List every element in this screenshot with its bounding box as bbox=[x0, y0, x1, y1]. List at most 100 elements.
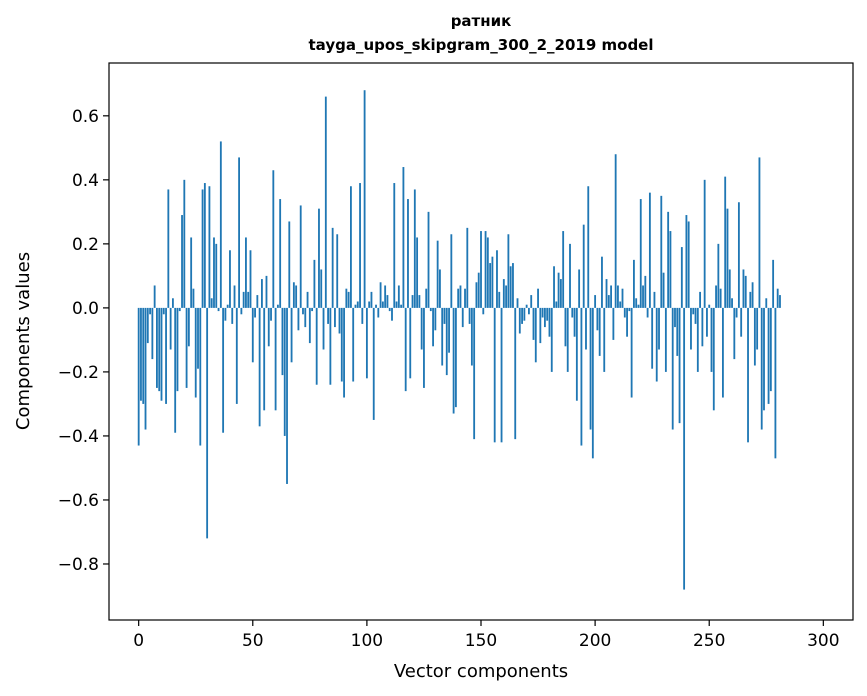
bar bbox=[633, 259, 635, 308]
bar bbox=[543, 307, 546, 328]
bar bbox=[386, 295, 389, 308]
bar bbox=[320, 269, 323, 308]
bar bbox=[662, 272, 665, 308]
bar bbox=[359, 183, 361, 308]
bar bbox=[655, 307, 658, 382]
bar bbox=[429, 307, 432, 312]
bar bbox=[379, 282, 382, 308]
bar bbox=[548, 307, 551, 337]
bar bbox=[505, 285, 508, 308]
bar bbox=[607, 295, 610, 308]
bar bbox=[231, 307, 234, 324]
bar bbox=[532, 307, 535, 340]
bar bbox=[719, 288, 722, 308]
bar bbox=[156, 307, 158, 388]
bar bbox=[222, 307, 225, 433]
bar bbox=[439, 269, 441, 308]
bar bbox=[288, 221, 291, 308]
bar bbox=[489, 263, 492, 308]
bar bbox=[388, 307, 391, 312]
bar bbox=[393, 183, 396, 308]
bar bbox=[240, 307, 243, 315]
bar bbox=[610, 285, 612, 308]
bar bbox=[217, 307, 220, 312]
bar bbox=[480, 231, 482, 308]
bar bbox=[190, 237, 193, 308]
bar bbox=[726, 208, 729, 308]
bar bbox=[550, 307, 553, 372]
bar bbox=[564, 307, 567, 347]
bar bbox=[340, 307, 343, 382]
bar bbox=[566, 307, 569, 372]
x-tick-label: 300 bbox=[807, 631, 839, 651]
bar bbox=[201, 189, 204, 308]
bar bbox=[562, 231, 565, 308]
bar bbox=[591, 307, 594, 459]
bar bbox=[423, 307, 425, 388]
bar bbox=[206, 307, 209, 539]
bar bbox=[614, 154, 617, 308]
bar bbox=[496, 250, 498, 308]
x-tick-label: 100 bbox=[351, 631, 383, 651]
bar bbox=[578, 269, 581, 308]
bar bbox=[286, 307, 288, 484]
bar bbox=[605, 279, 608, 308]
bar bbox=[372, 307, 375, 420]
bar bbox=[219, 141, 222, 308]
bar bbox=[183, 179, 186, 308]
bar bbox=[498, 291, 501, 308]
bar bbox=[575, 307, 578, 401]
bar bbox=[466, 227, 469, 308]
bar bbox=[708, 304, 711, 308]
bar bbox=[203, 183, 206, 308]
bar bbox=[669, 231, 672, 308]
bar bbox=[582, 224, 585, 308]
bar bbox=[516, 298, 519, 308]
bar bbox=[642, 285, 644, 308]
bar bbox=[475, 282, 478, 308]
bar bbox=[774, 307, 777, 459]
bar bbox=[137, 307, 140, 446]
bar bbox=[617, 285, 619, 308]
bar bbox=[776, 288, 779, 308]
bar bbox=[580, 307, 583, 446]
bar bbox=[181, 215, 183, 308]
bar bbox=[557, 272, 560, 308]
bar bbox=[619, 301, 622, 308]
bar bbox=[187, 307, 190, 347]
bar bbox=[612, 307, 615, 340]
bar bbox=[302, 307, 304, 315]
bar bbox=[486, 237, 489, 308]
bar bbox=[589, 307, 592, 430]
bar bbox=[683, 307, 686, 590]
bar bbox=[142, 307, 145, 404]
bar bbox=[521, 307, 523, 324]
bar bbox=[758, 157, 761, 308]
bar bbox=[256, 295, 259, 308]
bar bbox=[445, 307, 448, 376]
bar bbox=[594, 295, 597, 308]
bar bbox=[308, 307, 311, 344]
y-tick-label: −0.4 bbox=[58, 427, 99, 447]
bar bbox=[160, 307, 163, 401]
bar bbox=[728, 269, 731, 308]
bar bbox=[779, 295, 781, 308]
bar bbox=[518, 307, 521, 334]
bar bbox=[434, 307, 437, 331]
bar bbox=[660, 195, 663, 308]
bar bbox=[760, 307, 763, 430]
bar bbox=[694, 307, 697, 324]
bar bbox=[763, 307, 765, 411]
bar bbox=[667, 211, 670, 308]
bar bbox=[678, 307, 681, 424]
bar bbox=[626, 307, 628, 337]
bar bbox=[651, 307, 654, 369]
bar bbox=[416, 237, 419, 308]
bar bbox=[407, 199, 409, 308]
bar bbox=[322, 307, 325, 350]
bar bbox=[767, 307, 770, 404]
bar bbox=[140, 307, 142, 401]
bar bbox=[144, 307, 147, 430]
bar bbox=[699, 291, 702, 308]
bar bbox=[315, 307, 318, 385]
